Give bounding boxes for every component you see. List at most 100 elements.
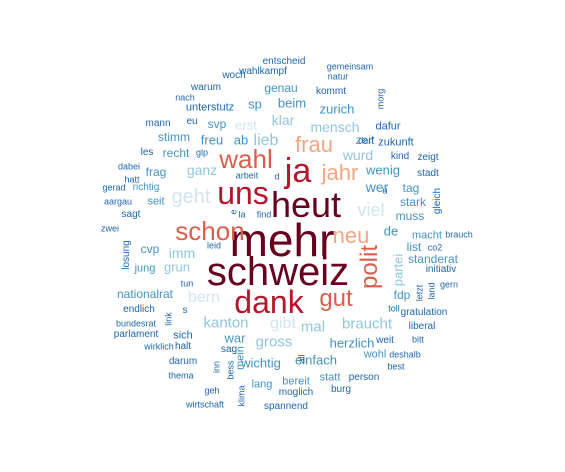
word-muss: muss: [395, 209, 425, 223]
word-weit: weit: [376, 335, 394, 346]
word-neu: neu: [332, 223, 370, 248]
word-schon: schon: [175, 216, 245, 246]
word-wahl: wahl: [219, 144, 273, 174]
word-svp: svp: [207, 117, 227, 131]
word-dank: dank: [234, 284, 304, 320]
word-darum: darum: [168, 356, 198, 367]
word-mensch: mensch: [310, 119, 360, 135]
word-wichtig: wichtig: [241, 355, 281, 371]
word-burg: burg: [330, 384, 352, 395]
word-halt: halt: [174, 341, 192, 352]
word-wirtschaft: wirtschaft: [185, 399, 225, 410]
word-stadt: stadt: [417, 168, 439, 179]
word-mein: mein: [234, 346, 247, 370]
word-eu: eu: [186, 116, 198, 127]
word-wer: wer: [365, 179, 389, 195]
word-sagt: sagt: [121, 209, 141, 220]
word-d: d: [274, 171, 280, 182]
word-co2: co2: [427, 242, 443, 253]
word-losung: losung: [121, 240, 132, 270]
word-hatt: hatt: [124, 174, 140, 185]
word-stark: stark: [399, 195, 427, 209]
word-gern: gern: [439, 279, 459, 290]
word-nationalrat: nationalrat: [116, 287, 174, 301]
word-grun: grun: [163, 259, 191, 275]
word-wohl: wohl: [363, 348, 387, 361]
word-lang: lang: [251, 378, 273, 391]
word-endlich: endlich: [123, 304, 155, 315]
word-moglich: moglich: [278, 387, 314, 398]
word-war: war: [224, 330, 246, 346]
word-gratulation: gratulation: [400, 307, 448, 318]
word-deshalb: deshalb: [389, 349, 421, 360]
word-mal: mal: [300, 318, 326, 336]
word-all: all: [296, 354, 307, 364]
word-s: s: [182, 305, 188, 316]
word-bern: bern: [187, 289, 221, 306]
word-wirklich: wirklich: [144, 341, 174, 352]
word-kommt: kommt: [316, 86, 346, 97]
word-cvp: cvp: [140, 242, 160, 256]
word-gut: gut: [319, 285, 353, 312]
word-leid: leid: [206, 240, 222, 251]
word-toll: toll: [388, 303, 400, 314]
word-morg: morg: [375, 88, 386, 110]
word-kind: kind: [390, 151, 410, 162]
word-link: link: [163, 312, 174, 326]
word-zwei: zwei: [100, 223, 120, 234]
word-arbeit: arbeit: [235, 170, 259, 181]
word-sag: sag: [220, 344, 238, 355]
word-thema: thema: [168, 370, 194, 381]
word-mann: mann: [145, 118, 171, 129]
word-bereit: bereit: [282, 375, 310, 388]
word-heut: heut: [270, 184, 342, 225]
word-beim: beim: [277, 95, 307, 111]
word-lieb: lieb: [253, 132, 279, 149]
word-liberal: liberal: [408, 321, 436, 332]
word-jahr: jahr: [321, 160, 359, 185]
word-jung: jung: [134, 262, 156, 275]
word-les: les: [140, 147, 154, 158]
word-zurich: zurich: [319, 101, 355, 117]
word-genau: genau: [264, 81, 298, 95]
word-einfach: einfach: [295, 352, 337, 368]
word-klima: klima: [236, 385, 247, 407]
word-dafur: dafur: [375, 120, 401, 133]
word-schweiz: schweiz: [206, 250, 350, 294]
word-klar: klar: [271, 112, 295, 128]
word-frag: frag: [145, 165, 167, 179]
word-glp: glp: [195, 147, 209, 158]
word-seit: seit: [147, 195, 165, 208]
word-viel: viel: [357, 200, 385, 220]
word-statt: statt: [319, 371, 341, 384]
word-frau: frau: [295, 132, 333, 157]
word-person: person: [348, 372, 380, 383]
word-gemeinsam: gemeinsam: [326, 61, 374, 72]
word-geh: geh: [204, 385, 220, 396]
word-macht: macht: [412, 229, 442, 242]
word-e: e: [228, 209, 239, 215]
word-unterstutz: unterstutz: [185, 101, 235, 114]
word-bundesrat: bundesrat: [115, 318, 157, 329]
word-bitt: bitt: [411, 334, 425, 345]
word-spannend: spannend: [264, 401, 308, 412]
word-wahlkampf: wahlkampf: [239, 66, 287, 77]
word-sich: sich: [173, 329, 193, 342]
word-natur: natur: [327, 71, 349, 82]
word-stimm: stimm: [158, 130, 190, 144]
word-uns: uns: [217, 175, 269, 211]
word-zeit: zeit: [355, 133, 375, 147]
word-fdp: fdp: [393, 288, 411, 302]
word-geht: geht: [171, 186, 211, 208]
word-wurd: wurd: [342, 147, 374, 163]
word-brauch: brauch: [445, 229, 473, 240]
word-recht: recht: [162, 146, 190, 160]
word-warum: warum: [190, 82, 222, 93]
word-parlament: parlament: [113, 329, 159, 340]
word-mehr: mehr: [229, 214, 335, 266]
word-de: de: [383, 223, 399, 239]
word-ganz: ganz: [186, 162, 218, 178]
word-ja: ja: [284, 152, 312, 190]
word-initiativ: initiativ: [425, 264, 457, 275]
